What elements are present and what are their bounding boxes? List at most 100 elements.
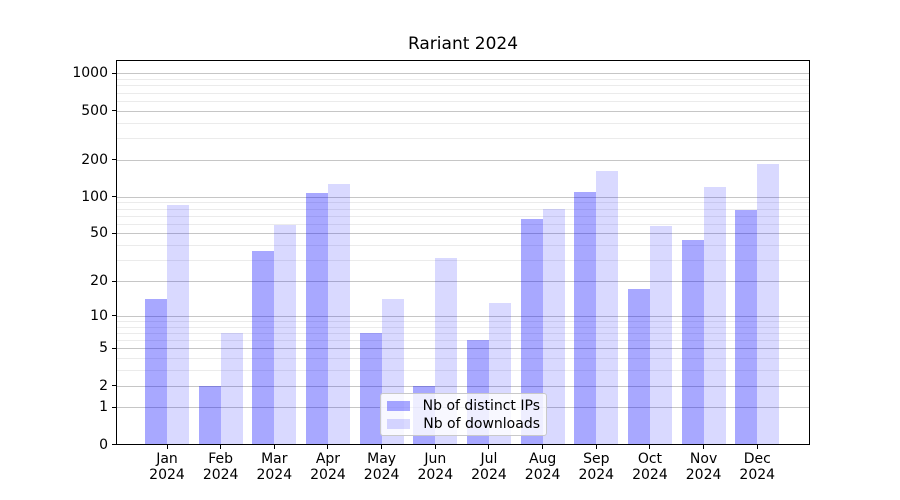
legend: Nb of distinct IPs Nb of downloads (380, 393, 547, 436)
bar-distinct-ips-mar (252, 250, 275, 444)
bar-downloads-mar (274, 224, 297, 444)
legend-item-1: Nb of downloads (387, 415, 540, 432)
bar-distinct-ips-feb (198, 385, 221, 444)
bar-downloads-aug (542, 208, 565, 444)
gridline-minor (117, 100, 809, 102)
ytick-label-500: 500 (81, 102, 108, 119)
gridline-minor (117, 370, 809, 372)
xtick-mark (488, 445, 490, 449)
gridline-minor (117, 138, 809, 140)
xtick-mark (220, 445, 222, 449)
xtick-label-mar: Mar 2024 (256, 451, 293, 483)
xtick-mark (327, 445, 329, 449)
gridline-5 (117, 348, 809, 350)
plot-area (116, 60, 810, 445)
ytick-mark (112, 232, 116, 234)
bar-distinct-ips-apr (305, 192, 328, 444)
ytick-label-20: 20 (90, 273, 108, 289)
xtick-mark (434, 445, 436, 449)
ytick-label-1000: 1000 (72, 65, 108, 82)
gridline-minor (117, 92, 809, 94)
bar-distinct-ips-dec (735, 209, 758, 444)
ytick-mark (112, 72, 116, 74)
bar-downloads-jan (167, 204, 189, 444)
gridline-50 (117, 233, 809, 235)
bar-downloads-nov (703, 186, 726, 444)
xtick-mark (166, 445, 168, 449)
bar-distinct-ips-jan (145, 299, 167, 444)
xtick-mark (542, 445, 544, 449)
ytick-mark (112, 444, 116, 445)
legend-item-0: Nb of distinct IPs (387, 397, 540, 414)
xtick-label-dec: Dec 2024 (739, 451, 776, 483)
xtick-mark (381, 445, 383, 449)
xtick-label-feb: Feb 2024 (202, 451, 239, 483)
bar-downloads-apr (327, 183, 350, 444)
ytick-mark (112, 280, 116, 282)
gridline-200 (117, 159, 809, 161)
xtick-mark (756, 445, 758, 449)
gridline-1000 (117, 73, 809, 75)
xtick-label-aug: Aug 2024 (524, 451, 561, 483)
gridline-minor (117, 358, 809, 360)
ytick-mark (112, 159, 116, 161)
gridline-500 (117, 110, 809, 112)
ytick-mark (112, 385, 116, 386)
ytick-label-50: 50 (90, 225, 108, 242)
bar-downloads-sep (596, 170, 619, 444)
bar-distinct-ips-sep (574, 191, 597, 444)
gridline-minor (117, 79, 809, 81)
bar-distinct-ips-oct (627, 289, 650, 444)
ytick-label-0: 0 (99, 436, 108, 453)
xtick-label-sep: Sep 2024 (578, 451, 615, 483)
gridline-minor (117, 326, 809, 328)
gridline-minor (117, 122, 809, 124)
bar-distinct-ips-nov (681, 240, 704, 444)
xtick-label-may: May 2024 (363, 451, 400, 483)
bar-distinct-ips-aug (520, 218, 543, 444)
gridline-minor (117, 332, 809, 334)
gridline-minor (117, 208, 809, 210)
ytick-mark (112, 406, 116, 408)
gridline-20 (117, 281, 809, 282)
ytick-label-2: 2 (99, 377, 108, 394)
xtick-label-oct: Oct 2024 (632, 451, 668, 483)
ytick-mark (112, 196, 116, 198)
gridline-minor (117, 85, 809, 87)
ytick-label-200: 200 (81, 151, 108, 168)
legend-swatch-icon (387, 418, 410, 429)
xtick-label-apr: Apr 2024 (310, 451, 346, 483)
gridline-minor (117, 320, 809, 322)
ytick-mark (112, 315, 116, 317)
ytick-mark (112, 347, 116, 349)
chart-title: Rariant 2024 (407, 34, 519, 54)
gridline-minor (117, 340, 809, 341)
bar-downloads-feb (220, 332, 243, 444)
gridline-minor (117, 245, 809, 247)
ytick-mark (112, 110, 116, 112)
gridline-minor (117, 223, 809, 225)
ytick-label-100: 100 (81, 188, 108, 205)
xtick-mark (649, 445, 651, 449)
bar-distinct-ips-may (359, 332, 382, 444)
ytick-label-10: 10 (90, 307, 108, 324)
bar-downloads-oct (649, 225, 672, 444)
legend-swatch-icon (387, 400, 410, 411)
xtick-label-jun: Jun 2024 (417, 451, 454, 483)
xtick-label-jan: Jan 2024 (149, 451, 185, 483)
legend-label: Nb of downloads (423, 415, 540, 432)
xtick-mark (273, 445, 275, 449)
gridline-minor (117, 215, 809, 217)
gridline-100 (117, 196, 809, 198)
xtick-mark (595, 445, 597, 449)
xtick-label-nov: Nov 2024 (685, 451, 722, 483)
ytick-label-5: 5 (99, 340, 108, 357)
bar-downloads-dec (757, 163, 780, 444)
ytick-label-1: 1 (99, 399, 108, 416)
xtick-label-jul: Jul 2024 (471, 451, 507, 483)
gridline-10 (117, 315, 809, 317)
gridline-minor (117, 260, 809, 262)
xtick-mark (703, 445, 705, 449)
gridline-minor (117, 202, 809, 204)
